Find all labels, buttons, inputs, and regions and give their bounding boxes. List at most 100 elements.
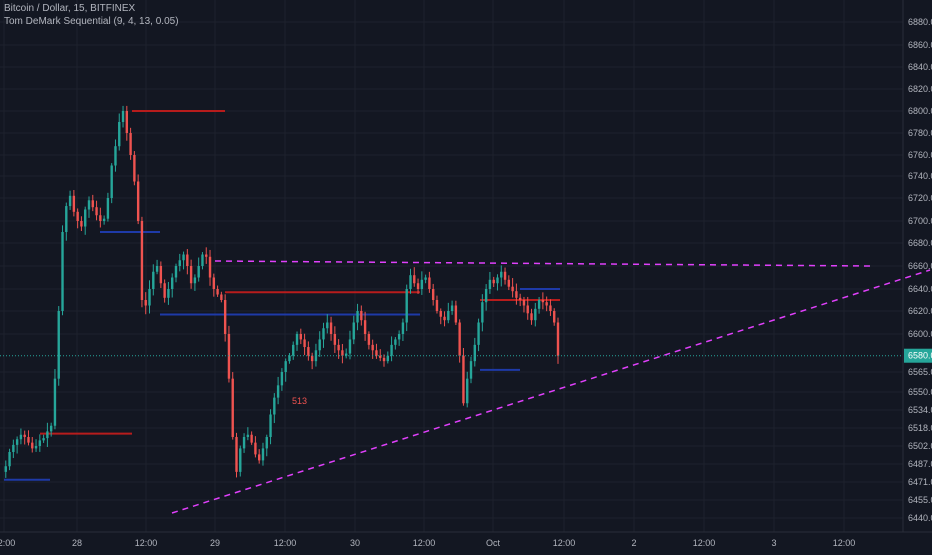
candle-body xyxy=(273,397,276,415)
candle-body xyxy=(31,442,34,449)
candle-body xyxy=(42,438,45,441)
time-tick-label: 30 xyxy=(350,538,360,548)
candle-body xyxy=(424,277,427,280)
candle-body xyxy=(329,322,333,334)
candle-body xyxy=(216,289,219,295)
price-axis[interactable]: 6880.0 6860.0 6840.0 6820.0 6800.0 6780.0 6760… xyxy=(902,0,932,532)
price-tick-label: 6640.0 xyxy=(908,284,932,294)
candle-body xyxy=(299,334,303,340)
candle-body xyxy=(481,302,484,323)
candle-body xyxy=(341,350,344,356)
candle-body xyxy=(522,300,526,306)
td-count-label: 513 xyxy=(292,396,307,406)
time-tick-label: 12:00 xyxy=(693,538,716,548)
candle-body xyxy=(265,437,268,449)
candle-body xyxy=(344,353,348,356)
candle-body xyxy=(292,344,295,356)
time-axis[interactable]: 12:00 28 12:00 29 12:00 30 12:00 Oct 12:00 2 12:00… xyxy=(0,531,932,548)
candle-body xyxy=(352,322,355,340)
candle-body xyxy=(106,198,110,219)
candle-body xyxy=(144,300,147,306)
candle-body xyxy=(515,291,518,298)
candle-body xyxy=(496,277,499,284)
candle-body xyxy=(363,320,367,334)
candle-body xyxy=(280,372,284,386)
candle-body xyxy=(284,361,287,372)
time-tick-label: 12:00 xyxy=(135,538,158,548)
candle-body xyxy=(201,254,204,266)
price-tick-label: 6471.0 xyxy=(908,477,932,487)
candle-body xyxy=(484,289,488,303)
candle-body xyxy=(239,448,242,472)
candle-body xyxy=(46,431,49,439)
candle-body xyxy=(360,311,363,321)
candle-body xyxy=(386,355,389,362)
candle-body xyxy=(19,434,23,440)
candle-body xyxy=(416,283,420,289)
candle-body xyxy=(121,111,125,122)
time-tick-label: 28 xyxy=(72,538,82,548)
candle-body xyxy=(227,334,231,379)
time-tick-label: 12:00 xyxy=(833,538,856,548)
price-tick-label: 6550.0 xyxy=(908,387,932,397)
candle-body xyxy=(488,279,492,289)
price-tick-label: 6880.0 xyxy=(908,17,932,27)
candle-body xyxy=(556,322,560,356)
last-price-badge xyxy=(904,348,932,363)
candle-body xyxy=(38,440,42,446)
candle-body xyxy=(379,355,382,358)
candle-body xyxy=(534,308,537,321)
candle-body xyxy=(420,279,424,289)
price-tick-label: 6518.0 xyxy=(908,423,932,433)
price-tick-label: 6534.0 xyxy=(908,405,932,415)
candle-body xyxy=(443,316,446,321)
price-tick-label: 6840.0 xyxy=(908,62,932,72)
candle-body xyxy=(53,378,57,426)
candle-body xyxy=(193,277,197,284)
price-tick-label: 6620.0 xyxy=(908,306,932,316)
price-tick-label: 6700.0 xyxy=(908,216,932,226)
price-tick-label: 6820.0 xyxy=(908,84,932,94)
candle-body xyxy=(246,434,250,437)
candle-body xyxy=(295,334,299,345)
candle-body xyxy=(458,322,461,356)
candle-body xyxy=(435,300,439,311)
price-tick-label: 6455.0 xyxy=(908,495,932,505)
candle-body xyxy=(333,334,337,345)
trendlines[interactable] xyxy=(171,260,931,514)
candle-body xyxy=(428,277,431,289)
candle-body xyxy=(447,311,450,321)
candle-body xyxy=(492,279,495,284)
candle-body xyxy=(318,339,321,351)
chart-legend: Bitcoin / Dollar, 15, BITFINEX Tom DeMar… xyxy=(4,2,179,28)
time-tick-label: 12:00 xyxy=(553,538,576,548)
time-tick-label: 12:00 xyxy=(274,538,297,548)
candle-body xyxy=(68,195,72,207)
rising-support-trendline xyxy=(171,269,931,514)
candle-body xyxy=(140,221,144,300)
last-price-marker: 6580.0 xyxy=(0,348,932,363)
candle-body xyxy=(159,266,163,284)
symbol-title[interactable]: Bitcoin / Dollar, 15, BITFINEX xyxy=(4,3,136,14)
time-tick-label: 12:00 xyxy=(413,538,436,548)
candle-body xyxy=(288,355,291,362)
candle-body xyxy=(23,434,26,437)
candle-body xyxy=(477,322,480,345)
candle-body xyxy=(254,442,257,455)
candle-body xyxy=(405,289,408,323)
candle-body xyxy=(65,206,68,232)
candle-body xyxy=(545,302,548,306)
candle-body xyxy=(390,344,393,356)
candle-body xyxy=(99,215,102,221)
indicator-title[interactable]: Tom DeMark Sequential (9, 4, 13, 0.05) xyxy=(4,16,179,27)
candle-body xyxy=(205,254,208,257)
candle-body xyxy=(348,339,352,354)
candle-body xyxy=(500,271,503,278)
candle-body xyxy=(511,286,514,292)
candle-body xyxy=(401,322,405,334)
price-tick-label: 6565.0 xyxy=(908,367,932,377)
candle-body xyxy=(72,195,76,212)
